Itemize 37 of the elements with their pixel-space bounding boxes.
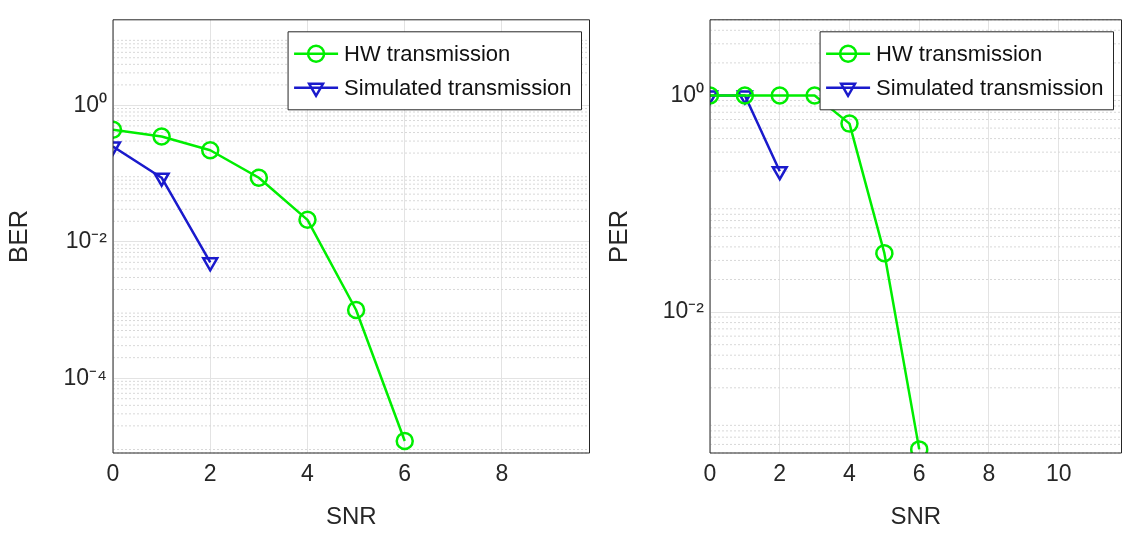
point	[770, 86, 789, 105]
y-axis-title: BER	[2, 209, 33, 264]
x-tick-label: 0	[703, 460, 717, 487]
point	[735, 86, 755, 105]
x-axis-title: SNR	[890, 502, 942, 530]
point	[298, 210, 317, 230]
legend-label: Simulated transmission	[876, 74, 1104, 100]
legend-label: Simulated transmission	[344, 74, 572, 100]
y-tick-label: 10⁰	[73, 90, 107, 117]
legend-label: HW transmission	[344, 40, 511, 66]
point	[153, 172, 170, 187]
y-tick-label: 10⁻²	[65, 227, 108, 254]
point	[771, 165, 788, 181]
y-tick-label: 10⁻⁴	[63, 363, 107, 390]
x-tick-label: 8	[495, 460, 509, 487]
point	[840, 114, 859, 133]
point	[201, 141, 220, 160]
legend-label: HW transmission	[876, 40, 1043, 66]
x-tick-label: 6	[398, 460, 412, 487]
point	[152, 127, 171, 146]
y-tick-label: 10⁻²	[662, 297, 705, 324]
x-tick-label: 6	[912, 460, 926, 487]
point	[875, 243, 894, 263]
point	[249, 168, 269, 187]
point	[202, 257, 219, 272]
y-tick-label: 10⁰	[670, 80, 704, 107]
x-tick-label: 8	[982, 460, 996, 487]
x-tick-label: 0	[106, 460, 120, 487]
point	[395, 431, 414, 451]
point	[346, 300, 366, 320]
x-tick-label: 2	[203, 460, 217, 487]
x-tick-label: 4	[843, 460, 857, 487]
y-axis-title: PER	[602, 209, 633, 264]
x-tick-label: 4	[301, 460, 315, 487]
x-axis-title: SNR	[325, 502, 377, 530]
x-tick-label: 2	[773, 460, 787, 487]
x-tick-label: 10	[1045, 460, 1072, 487]
